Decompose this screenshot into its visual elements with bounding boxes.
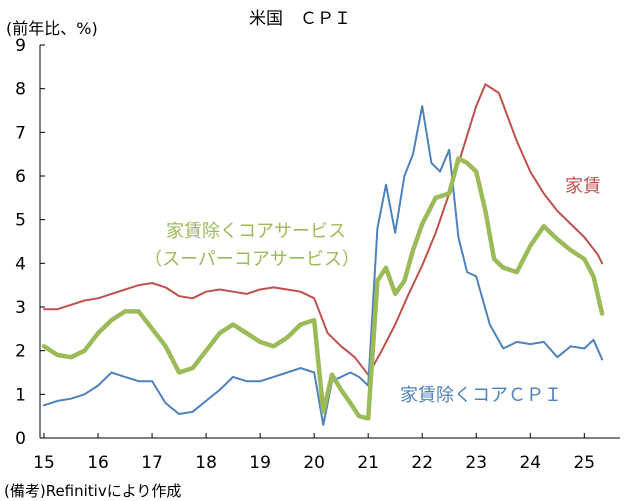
y-tick-label: 8 [15, 80, 26, 100]
source-note: (備考)Refinitivにより作成 [4, 482, 181, 500]
x-tick-label: 18 [195, 453, 217, 473]
x-tick-label: 24 [519, 453, 541, 473]
x-tick-label: 19 [249, 453, 271, 473]
series-label: 家賃 [565, 176, 601, 197]
y-axis-label: (前年比、%) [6, 19, 98, 38]
series-label: 家賃除くコアサービス [166, 221, 346, 242]
y-tick-label: 9 [15, 36, 26, 56]
x-tick-label: 23 [465, 453, 487, 473]
x-tick-label: 15 [33, 453, 55, 473]
y-tick-label: 6 [15, 167, 26, 187]
series-label: 家賃除くコアＣＰＩ [400, 385, 562, 406]
series-label: （スーパーコアサービス） [144, 249, 360, 270]
x-tick-label: 20 [303, 453, 325, 473]
x-tick-label: 17 [141, 453, 163, 473]
y-tick-label: 7 [15, 123, 26, 143]
series-line-2 [43, 105, 604, 426]
x-tick-label: 21 [357, 453, 379, 473]
x-tick-label: 16 [87, 453, 109, 473]
series-line-1 [41, 156, 605, 421]
chart-title: 米国 ＣＰＩ [249, 9, 351, 29]
x-tick-label: 22 [411, 453, 433, 473]
y-tick-label: 1 [15, 385, 26, 405]
y-tick-label: 2 [15, 342, 26, 362]
x-tick-label: 25 [573, 453, 595, 473]
y-tick-label: 4 [15, 254, 26, 274]
y-tick-label: 3 [15, 298, 26, 318]
y-tick-label: 0 [15, 429, 26, 449]
series-line-0 [43, 83, 604, 376]
y-tick-label: 5 [15, 211, 26, 231]
